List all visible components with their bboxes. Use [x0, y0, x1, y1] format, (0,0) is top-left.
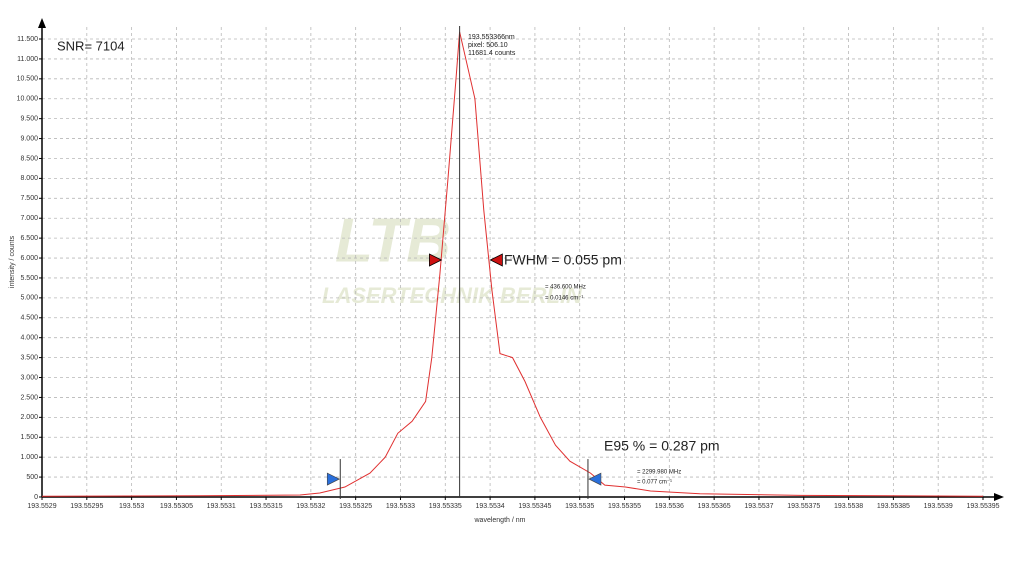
e95-marker [326, 472, 340, 486]
x-tick-label: 193.55385 [877, 503, 910, 510]
y-tick-label: 3.000 [20, 374, 38, 381]
annotation: 11681.4 counts [468, 50, 516, 57]
x-tick-label: 193.5532 [296, 503, 325, 510]
watermark: LASERTECHNIK BERLIN [322, 283, 583, 308]
y-tick-label: 8.000 [20, 175, 38, 182]
annotation: SNR= 7104 [57, 38, 125, 53]
x-tick-label: 193.5537 [744, 503, 773, 510]
x-tick-label: 193.5538 [834, 503, 863, 510]
y-tick-label: 7.000 [20, 215, 38, 222]
annotation: E95 % = 0.287 pm [604, 438, 720, 454]
x-tick-label: 193.5535 [565, 503, 594, 510]
x-axis-arrow [994, 493, 1004, 501]
y-tick-label: 11.000 [17, 56, 38, 63]
y-tick-label: 2.500 [20, 394, 38, 401]
y-tick-label: 7.500 [20, 195, 38, 202]
x-tick-label: 193.5533 [386, 503, 415, 510]
x-tick-label: 193.5529 [27, 503, 56, 510]
x-tick-label: 193.55335 [429, 503, 462, 510]
x-tick-label: 193.5531 [207, 503, 236, 510]
x-tick-label: 193.55395 [966, 503, 999, 510]
x-tick-label: 193.55375 [787, 503, 820, 510]
x-tick-label: 193.55305 [160, 503, 193, 510]
watermark: LTB [335, 206, 451, 275]
y-tick-label: 1.500 [20, 434, 38, 441]
x-tick-label: 193.55325 [339, 503, 372, 510]
x-tick-label: 193.553 [119, 503, 144, 510]
y-tick-label: 4.000 [20, 335, 38, 342]
x-tick-label: 193.5534 [475, 503, 504, 510]
y-tick-label: 5.500 [20, 275, 38, 282]
annotation: = 0.077 cm⁻¹ [637, 480, 672, 486]
y-tick-label: 1.000 [20, 454, 38, 461]
annotation: 193.553366nm [468, 34, 515, 41]
annotation: FWHM = 0.055 pm [504, 252, 622, 268]
y-tick-label: 6.500 [20, 235, 38, 242]
y-tick-label: 11.500 [17, 36, 38, 43]
fwhm-marker [489, 253, 503, 267]
y-axis-arrow [38, 18, 46, 28]
y-tick-label: 9.000 [20, 135, 38, 142]
y-tick-label: 10.500 [17, 76, 39, 83]
x-tick-label: 193.55345 [518, 503, 551, 510]
fwhm-marker [429, 253, 443, 267]
y-tick-label: 5.000 [20, 295, 38, 302]
y-tick-label: 4.500 [20, 315, 38, 322]
annotation: = 436.600 MHz [545, 285, 586, 291]
y-tick-label: 9.500 [20, 115, 38, 122]
annotation: = 2299.980 MHz [637, 470, 681, 476]
x-axis-label: wavelength / nm [474, 517, 526, 524]
y-tick-label: 2.000 [20, 414, 38, 421]
y-tick-label: 500 [26, 474, 38, 481]
spectrum-line [41, 31, 984, 497]
x-tick-label: 193.55295 [70, 503, 103, 510]
y-tick-label: 0 [34, 494, 38, 501]
y-tick-label: 6.000 [20, 255, 38, 262]
e95-marker [588, 472, 602, 486]
y-tick-label: 3.500 [20, 354, 38, 361]
y-tick-label: 8.500 [20, 155, 38, 162]
annotation: pixel: 506.10 [468, 42, 508, 49]
x-tick-label: 193.5539 [924, 503, 953, 510]
y-tick-label: 10.000 [17, 96, 39, 103]
x-tick-label: 193.55355 [608, 503, 641, 510]
x-tick-label: 193.55315 [250, 503, 283, 510]
x-tick-label: 193.55365 [698, 503, 731, 510]
x-tick-label: 193.5536 [655, 503, 684, 510]
annotation: = 0.0146 cm⁻¹ [545, 296, 583, 302]
y-axis-label: intensity / counts [9, 235, 16, 288]
